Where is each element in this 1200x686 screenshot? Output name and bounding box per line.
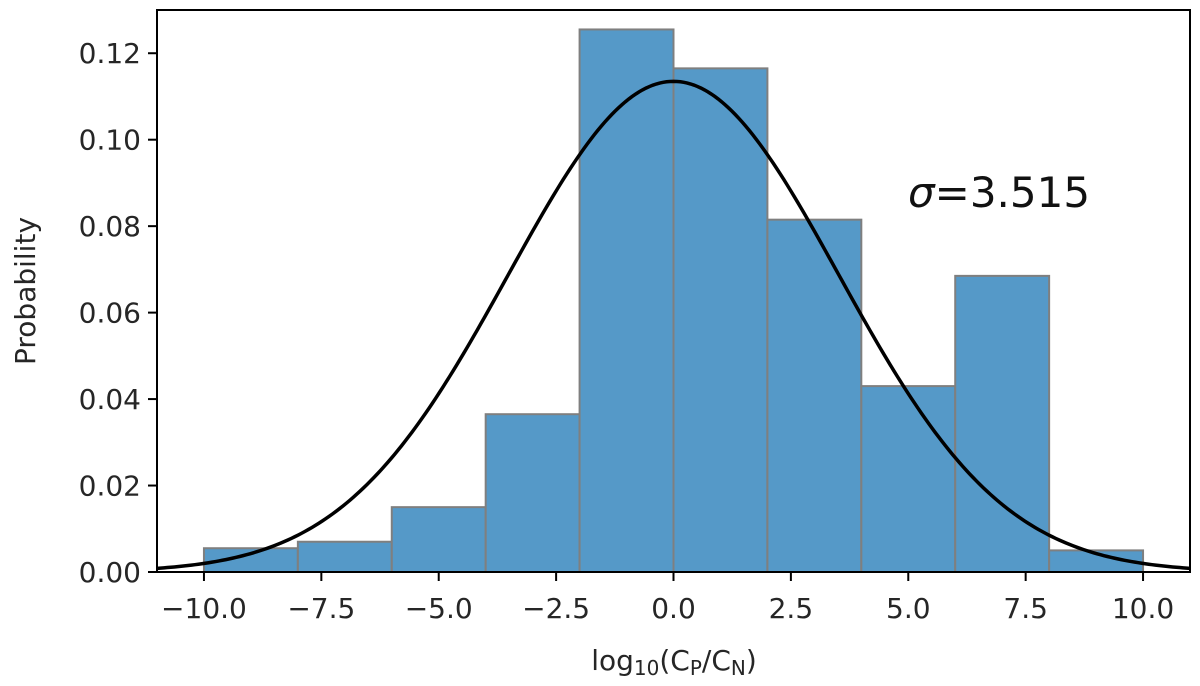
x-tick-label: −7.5	[287, 592, 355, 625]
x-axis-ticks: −10.0 −7.5 −5.0 −2.5 0.0 2.5 5.0 7.5 10.0	[161, 572, 1174, 625]
x-tick-label: −10.0	[161, 592, 247, 625]
y-tick-label: 0.10	[79, 124, 141, 157]
sigma-symbol: σ	[908, 168, 936, 217]
x-tick-label: −5.0	[405, 592, 473, 625]
histogram-bar	[860, 385, 957, 573]
normal-fit-curve	[156, 79, 1191, 571]
y-axis-label: Probability	[9, 217, 42, 365]
x-axis-label: log10(CP/CN)	[591, 644, 757, 680]
histogram-bar	[578, 28, 675, 573]
x-tick-label: −2.5	[522, 592, 590, 625]
histogram-bar	[484, 413, 581, 574]
y-tick-label: 0.04	[79, 383, 141, 416]
sigma-annotation: σ=3.515	[908, 168, 1090, 217]
y-tick-label: 0.08	[79, 210, 141, 243]
histogram-bar	[296, 540, 393, 574]
x-tick-label: 10.0	[1112, 592, 1174, 625]
x-tick-label: 5.0	[886, 592, 931, 625]
histogram-bar	[954, 274, 1051, 573]
x-tick-label: 7.5	[1003, 592, 1048, 625]
histogram-bars	[202, 28, 1145, 574]
x-tick-label: 0.0	[651, 592, 696, 625]
sigma-value: =3.515	[935, 168, 1090, 217]
y-tick-label: 0.06	[79, 297, 141, 330]
y-tick-label: 0.12	[79, 37, 141, 70]
y-tick-label: 0.00	[79, 556, 141, 589]
histogram-bar	[672, 67, 769, 573]
x-tick-label: 2.5	[769, 592, 814, 625]
histogram-bar	[390, 506, 487, 573]
y-tick-label: 0.02	[79, 470, 141, 503]
histogram-bar	[766, 218, 863, 574]
y-axis-ticks: 0.00 0.02 0.04 0.06 0.08 0.10 0.12	[79, 37, 157, 589]
